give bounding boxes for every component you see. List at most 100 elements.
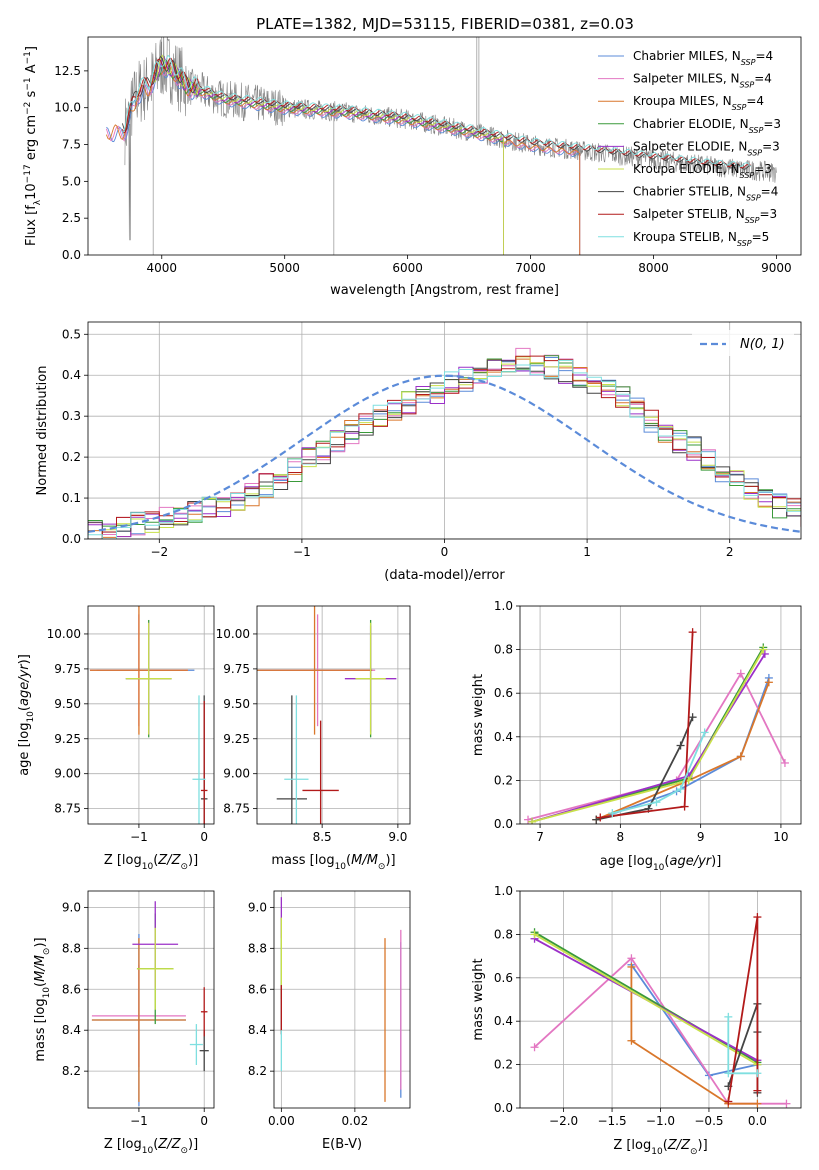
spectrum-ylabel-part: ] [24, 46, 39, 51]
age_weight-plot-area [520, 606, 801, 824]
z_age-ytick-label: 9.00 [54, 767, 81, 781]
spectrum-xtick-label: 5000 [269, 261, 300, 275]
spectrum-ylabel: Flux [fλ10−17 erg cm−2 s−1 A−1] [23, 46, 43, 246]
residuals-ytick-label: 0.1 [62, 491, 81, 505]
residuals-xtick-label: 1 [583, 545, 591, 559]
spectrum-xtick-label: 7000 [515, 261, 546, 275]
z_mass-ylabel-part: M/M [33, 955, 48, 982]
spectrum-ylabel-part: erg cm [24, 115, 39, 164]
residual-ylabel: Normed distribution [35, 366, 50, 496]
mass_age-xlabel: mass [log10(M/M⊙)] [271, 853, 395, 872]
mass_age-xlabel-part: )] [385, 853, 395, 868]
legend-label-part: =4 [754, 72, 772, 86]
age_weight-ytick-label: 0.0 [494, 817, 513, 831]
mass_age-xtick-label: 8.5 [313, 830, 332, 844]
residuals-ytick-label: 0.3 [62, 409, 81, 423]
legend-label-part: =3 [762, 139, 780, 153]
z_age-ylabel-part: age/yr [17, 663, 32, 706]
legend-label-part: =3 [763, 117, 781, 131]
z_mass-xlabel-part: Z [log [104, 1137, 142, 1152]
z_weight-ytick-label: 0.4 [494, 1014, 513, 1028]
age_weight-xlabel-part: 10 [653, 863, 665, 873]
spectrum-ylabel-part: s [24, 90, 39, 101]
legend-label: Salpeter MILES, NSSP=4 [633, 72, 772, 90]
z_age-ytick-label: 9.25 [54, 732, 81, 746]
z_mass-errorbar [200, 987, 208, 1037]
age_weight-xtick-label: 10 [773, 830, 788, 844]
legend-label-sub: SSP [746, 193, 761, 202]
z_weight-ylabel: mass weight [471, 958, 486, 1040]
spectrum-ylabel-part: A [24, 64, 39, 77]
age_weight-series-line [527, 671, 786, 821]
legend-label-part: Chabrier ELODIE, N [633, 117, 749, 131]
spectrum-model-line [151, 56, 504, 141]
z_mass-plot-area [88, 891, 214, 1108]
z_mass-ylabel-part: mass [log [33, 998, 48, 1061]
z_mass-ylabel-part: ⊙ [42, 948, 52, 956]
mass_age-errorbar [355, 622, 386, 735]
spectrum-ytick-label: 2.5 [62, 211, 81, 225]
z_age-xtick-label: 0 [200, 830, 208, 844]
residuals-ytick-label: 0.0 [62, 532, 81, 546]
mass_age-xlabel-part: ( [346, 853, 351, 868]
age_weight-xtick-label: 8 [617, 830, 625, 844]
mass_age-xlabel-part: ⊙ [378, 862, 386, 872]
z_mass-ylabel-part: 10 [42, 987, 52, 999]
normal-curve [88, 374, 801, 533]
ebv_mass-panel: 0.00 0.02 8.2 8.4 8.6 8.8 9.0 E(B-V) [248, 890, 411, 1152]
residuals-ytick-label: 0.2 [62, 450, 81, 464]
z_mass-ytick-label: 8.8 [62, 941, 81, 955]
spectrum-plot-area [105, 37, 777, 255]
legend-label-part: =4 [755, 49, 773, 63]
z_weight-xlabel-part: Z [log [613, 1138, 651, 1153]
residuals-frame [87, 321, 802, 540]
mass_age-xlabel-part: 10 [335, 862, 347, 872]
spectrum-ytick-label: 0.0 [62, 248, 81, 262]
age_weight-series-line [612, 732, 706, 814]
spectrum-model-line [151, 54, 504, 139]
mass_age-xlabel-part: M/M [351, 853, 378, 868]
ebv_mass-ytick-label: 8.8 [248, 941, 267, 955]
mass_age-errorbar [276, 695, 307, 824]
spectrum-title: PLATE=1382, MJD=53115, FIBERID=0381, z=0… [256, 15, 634, 33]
age_weight-xlabel-part: )] [711, 854, 721, 869]
spectrum-ylabel-part: λ [33, 199, 43, 205]
residuals-xtick-label: −1 [293, 545, 311, 559]
legend-label-part: Kroupa MILES, N [633, 94, 732, 108]
z_weight-ytick-label: 0.8 [494, 927, 513, 941]
spectrum-panel: 4000 5000 6000 7000 8000 9000 0.0 2.5 5.0 7.5 10.0… [23, 36, 802, 298]
z_age-xlabel-part: ⊙ [180, 862, 188, 872]
z_age-xlabel-part: )] [188, 853, 198, 868]
legend-label-sub: SSP [737, 238, 752, 247]
z_weight-xtick-label: −1.5 [597, 1114, 626, 1128]
mass_age-ytick-label: 8.75 [223, 802, 250, 816]
age_weight-series-line [531, 646, 765, 823]
z_age-ylabel-part: )] [17, 654, 32, 664]
spectrum-ytick-label: 10.0 [54, 101, 81, 115]
residuals-plot-area [88, 322, 801, 539]
legend-label-part: =4 [746, 94, 764, 108]
residuals-panel: −2 −1 0 1 2 0.0 0.1 0.2 0.3 0.4 0.5 N(0, 1) (data-mo… [35, 321, 802, 583]
ebv_mass-plot-area [274, 891, 410, 1108]
spectrum-ylabel-part: Flux [f [24, 205, 39, 246]
legend-label-sub: SSP [740, 80, 755, 89]
legend-label-part: =3 [754, 162, 772, 176]
z_weight-ytick-label: 0.2 [494, 1058, 513, 1072]
z_age-xtick-label: −1 [130, 830, 148, 844]
age_weight-xlabel-part: age [log [600, 854, 653, 869]
age_weight-ylabel: mass weight [471, 674, 486, 756]
z_age-xlabel: Z [log10(Z/Z⊙)] [104, 853, 198, 872]
ebv_mass-ytick-label: 8.6 [248, 982, 267, 996]
z_mass-ytick-label: 9.0 [62, 900, 81, 914]
z_age-errorbar [125, 622, 172, 735]
legend-label: Kroupa STELIB, NSSP=5 [633, 230, 769, 248]
legend-label-part: =3 [759, 207, 777, 221]
spectrum-ylabel-part: −2 [23, 102, 33, 115]
z_weight-xlabel-part: 10 [651, 1147, 663, 1157]
z_weight-series-line [534, 933, 758, 1066]
legend-label-part: Chabrier MILES, N [633, 49, 741, 63]
